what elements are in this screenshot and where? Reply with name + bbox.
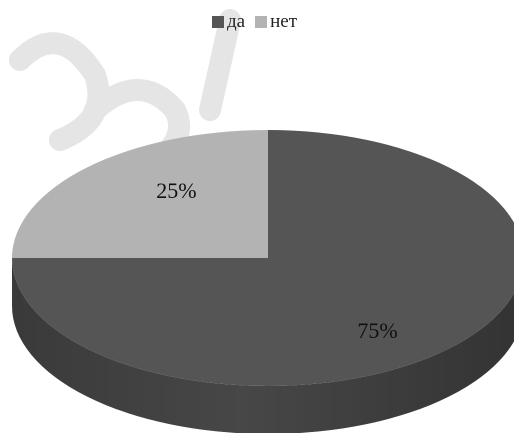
legend-label-yes: да [227,11,246,32]
legend-swatch-yes [212,16,224,28]
watermark-stroke [199,9,241,121]
watermark-stroke [9,32,110,151]
pie-side [12,258,514,433]
legend-item: нет [255,11,297,33]
legend: да нет [212,11,307,33]
legend-label-no: нет [270,11,298,32]
legend-swatch-no [255,16,268,28]
data-label-no: 25% [156,178,196,203]
pie-group: 75% 25% [12,130,514,433]
pie-slice-yes [12,130,514,386]
pie-slice-no [12,130,268,258]
data-label-yes: 75% [357,318,397,343]
legend-item: да [212,11,245,33]
